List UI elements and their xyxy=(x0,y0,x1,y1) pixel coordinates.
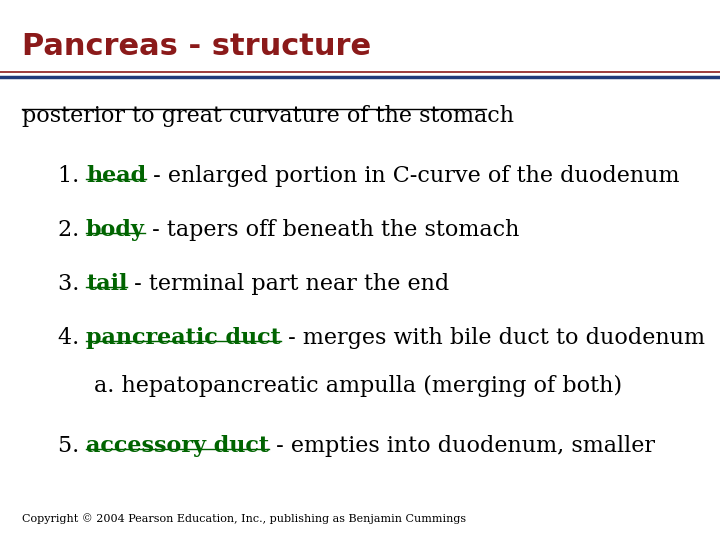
Text: 1.: 1. xyxy=(58,165,86,187)
Text: 5.: 5. xyxy=(58,435,86,457)
Text: Copyright © 2004 Pearson Education, Inc., publishing as Benjamin Cummings: Copyright © 2004 Pearson Education, Inc.… xyxy=(22,513,466,524)
Text: head: head xyxy=(86,165,146,187)
Text: accessory duct: accessory duct xyxy=(86,435,269,457)
Text: Pancreas - structure: Pancreas - structure xyxy=(22,32,371,62)
Text: pancreatic duct: pancreatic duct xyxy=(86,327,281,349)
Text: body: body xyxy=(86,219,145,241)
Text: a. hepatopancreatic ampulla (merging of both): a. hepatopancreatic ampulla (merging of … xyxy=(94,375,622,397)
Text: 4.: 4. xyxy=(58,327,86,349)
Text: - merges with bile duct to duodenum: - merges with bile duct to duodenum xyxy=(281,327,705,349)
Text: - enlarged portion in C-curve of the duodenum: - enlarged portion in C-curve of the duo… xyxy=(146,165,680,187)
Text: - empties into duodenum, smaller: - empties into duodenum, smaller xyxy=(269,435,655,457)
Text: 3.: 3. xyxy=(58,273,86,295)
Text: 2.: 2. xyxy=(58,219,86,241)
Text: - terminal part near the end: - terminal part near the end xyxy=(127,273,450,295)
Text: posterior to great curvature of the stomach: posterior to great curvature of the stom… xyxy=(22,105,513,127)
Text: - tapers off beneath the stomach: - tapers off beneath the stomach xyxy=(145,219,519,241)
Text: tail: tail xyxy=(86,273,127,295)
